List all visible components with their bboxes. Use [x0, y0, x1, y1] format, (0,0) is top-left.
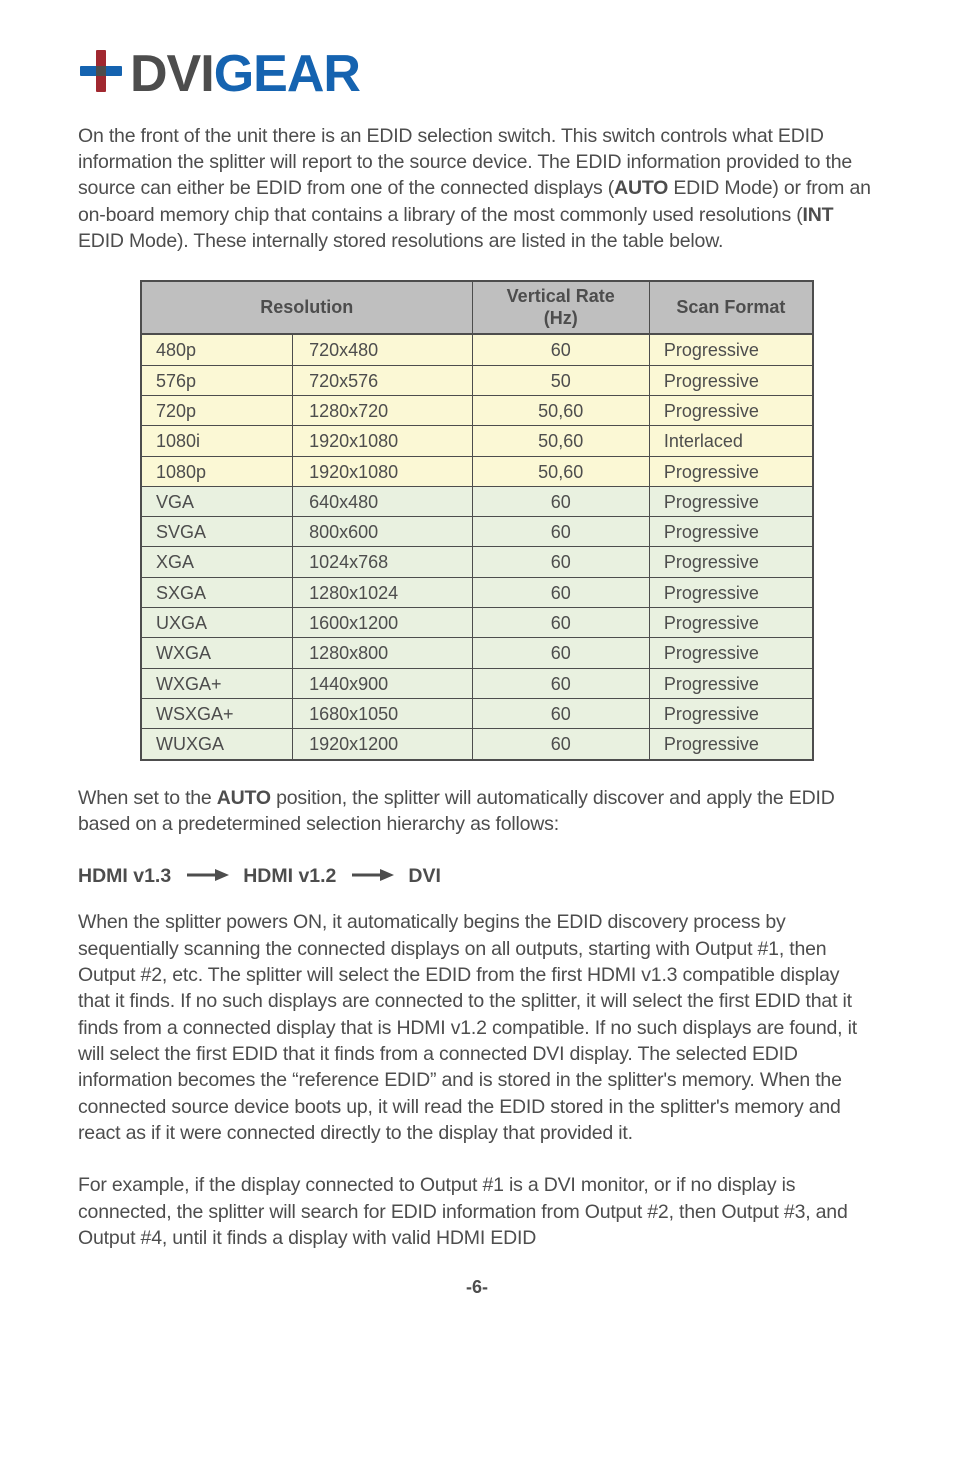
cell-name: SXGA [141, 577, 293, 607]
cell-scan: Progressive [649, 547, 813, 577]
table-row: 720p1280x72050,60Progressive [141, 395, 813, 425]
auto-text-1: When set to the [78, 787, 217, 809]
cell-hz: 60 [472, 638, 649, 668]
cell-hz: 60 [472, 698, 649, 728]
cell-name: WUXGA [141, 729, 293, 760]
cell-scan: Progressive [649, 334, 813, 365]
logo-text: DVIGEAR [130, 48, 360, 100]
seq-hdmi13: HDMI v1.3 [78, 863, 171, 889]
cell-name: XGA [141, 547, 293, 577]
intro-bold-int: INT [803, 204, 834, 226]
cell-name: WXGA+ [141, 668, 293, 698]
cell-hz: 50,60 [472, 426, 649, 456]
cell-dims: 1440x900 [293, 668, 472, 698]
cell-scan: Progressive [649, 395, 813, 425]
edid-hierarchy: HDMI v1.3 HDMI v1.2 DVI [78, 863, 876, 889]
table-row: 1080i1920x108050,60Interlaced [141, 426, 813, 456]
table-row: UXGA1600x120060Progressive [141, 608, 813, 638]
cell-hz: 50,60 [472, 395, 649, 425]
table-row: WUXGA1920x120060Progressive [141, 729, 813, 760]
cell-name: WXGA [141, 638, 293, 668]
cell-name: 1080i [141, 426, 293, 456]
cell-dims: 720x576 [293, 365, 472, 395]
cell-hz: 60 [472, 334, 649, 365]
table-row: WXGA1280x80060Progressive [141, 638, 813, 668]
arrow-icon [185, 863, 229, 889]
table-header-row: Resolution Vertical Rate (Hz) Scan Forma… [141, 281, 813, 334]
cell-dims: 1920x1200 [293, 729, 472, 760]
cell-dims: 800x600 [293, 517, 472, 547]
cell-scan: Progressive [649, 365, 813, 395]
table-row: SXGA1280x102460Progressive [141, 577, 813, 607]
cell-hz: 60 [472, 486, 649, 516]
cell-dims: 640x480 [293, 486, 472, 516]
discovery-paragraph: When the splitter powers ON, it automati… [78, 909, 876, 1146]
cell-name: SVGA [141, 517, 293, 547]
cell-dims: 1600x1200 [293, 608, 472, 638]
cell-scan: Progressive [649, 668, 813, 698]
cell-scan: Progressive [649, 517, 813, 547]
auto-paragraph: When set to the AUTO position, the split… [78, 785, 876, 838]
col-scan: Scan Format [649, 281, 813, 334]
cell-dims: 720x480 [293, 334, 472, 365]
col-resolution: Resolution [141, 281, 472, 334]
cell-scan: Progressive [649, 698, 813, 728]
cell-hz: 60 [472, 517, 649, 547]
table-row: WXGA+1440x90060Progressive [141, 668, 813, 698]
cell-scan: Progressive [649, 729, 813, 760]
table-row: XGA1024x76860Progressive [141, 547, 813, 577]
cell-dims: 1280x1024 [293, 577, 472, 607]
page-number: -6- [78, 1275, 876, 1299]
cell-name: 1080p [141, 456, 293, 486]
cell-scan: Progressive [649, 456, 813, 486]
cell-scan: Interlaced [649, 426, 813, 456]
cell-hz: 60 [472, 547, 649, 577]
table-row: 480p720x48060Progressive [141, 334, 813, 365]
cell-name: 576p [141, 365, 293, 395]
col-vrate: Vertical Rate (Hz) [472, 281, 649, 334]
table-row: SVGA800x60060Progressive [141, 517, 813, 547]
cell-hz: 60 [472, 577, 649, 607]
cell-dims: 1920x1080 [293, 426, 472, 456]
cell-dims: 1920x1080 [293, 456, 472, 486]
cell-hz: 60 [472, 668, 649, 698]
cell-hz: 50 [472, 365, 649, 395]
cell-dims: 1280x800 [293, 638, 472, 668]
cell-hz: 60 [472, 608, 649, 638]
seq-hdmi12: HDMI v1.2 [243, 863, 336, 889]
intro-bold-auto: AUTO [614, 177, 668, 199]
intro-text-3: EDID Mode). These internally stored reso… [78, 230, 723, 252]
table-row: WSXGA+1680x105060Progressive [141, 698, 813, 728]
cell-name: VGA [141, 486, 293, 516]
resolution-table: Resolution Vertical Rate (Hz) Scan Forma… [140, 280, 814, 760]
intro-paragraph: On the front of the unit there is an EDI… [78, 123, 876, 255]
cell-hz: 60 [472, 729, 649, 760]
cell-name: WSXGA+ [141, 698, 293, 728]
cell-scan: Progressive [649, 486, 813, 516]
cell-dims: 1280x720 [293, 395, 472, 425]
cell-dims: 1024x768 [293, 547, 472, 577]
cell-scan: Progressive [649, 608, 813, 638]
cell-hz: 50,60 [472, 456, 649, 486]
cell-dims: 1680x1050 [293, 698, 472, 728]
table-row: 1080p1920x108050,60Progressive [141, 456, 813, 486]
brand-logo: DVIGEAR [78, 48, 876, 101]
plus-icon [78, 48, 124, 101]
table-row: VGA640x48060Progressive [141, 486, 813, 516]
logo-text-gear: GEAR [214, 45, 360, 103]
cell-scan: Progressive [649, 577, 813, 607]
arrow-icon [350, 863, 394, 889]
logo-text-dvi: DVI [130, 45, 214, 103]
cell-name: 720p [141, 395, 293, 425]
table-row: 576p720x57650Progressive [141, 365, 813, 395]
example-paragraph: For example, if the display connected to… [78, 1172, 876, 1251]
cell-name: UXGA [141, 608, 293, 638]
seq-dvi: DVI [408, 863, 441, 889]
auto-bold: AUTO [217, 787, 271, 809]
cell-scan: Progressive [649, 638, 813, 668]
cell-name: 480p [141, 334, 293, 365]
